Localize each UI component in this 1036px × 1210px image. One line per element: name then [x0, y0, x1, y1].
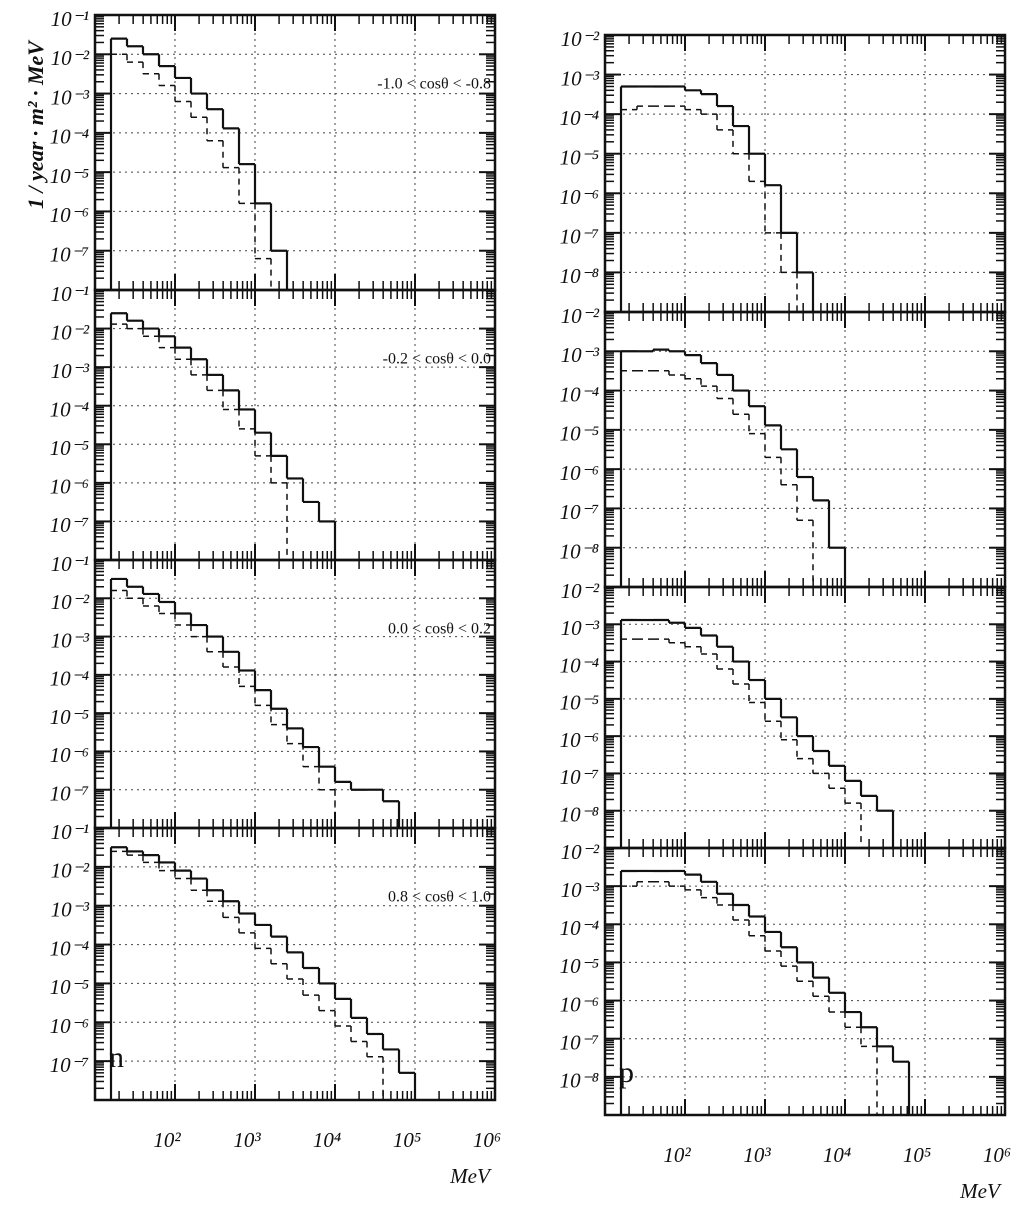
y-tick-label: 10⁻²: [51, 320, 90, 344]
panel-annotation: 0.8 < cosθ < 1.0: [388, 889, 491, 906]
x-tick-label: 10³: [743, 1143, 771, 1167]
plot-frame: [603, 310, 1007, 589]
plot-frame: [603, 33, 1007, 314]
y-tick-label: 10⁻⁷: [560, 225, 599, 249]
y-tick-label: 10⁻²: [561, 840, 600, 864]
y-tick-label: 10⁻⁵: [560, 146, 599, 170]
x-tick-label: 10⁵: [903, 1143, 931, 1167]
y-tick-label: 10⁻²: [51, 859, 90, 883]
y-tick-label: 10⁻¹: [51, 282, 89, 306]
y-tick-label: 10⁻⁶: [50, 203, 89, 227]
y-tick-label: 10⁻⁵: [50, 705, 89, 729]
y-axis-label: 1 / year · m² · MeV: [23, 39, 48, 209]
y-tick-label: 10⁻⁵: [50, 975, 89, 999]
y-tick-label: 10⁻³: [561, 343, 600, 367]
y-tick-label: 10⁻³: [561, 66, 600, 90]
y-tick-label: 10⁻⁷: [50, 1053, 89, 1077]
x-tick-label: 10⁶: [983, 1143, 1011, 1167]
y-tick-label: 10⁻¹: [51, 552, 89, 576]
y-tick-label: 10⁻⁸: [560, 540, 599, 564]
plot-frame: [603, 846, 1007, 1117]
x-axis-label: MeV: [449, 1164, 492, 1188]
y-tick-label: 10⁻⁴: [50, 398, 89, 422]
plot-frame: [93, 13, 497, 292]
plot-frame: [93, 826, 497, 1102]
panel-annotation: 0.0 < cosθ < 0.2: [388, 621, 491, 638]
x-tick-label: 10²: [153, 1128, 181, 1152]
x-tick-label: 10²: [663, 1143, 691, 1167]
y-tick-label: 10⁻⁷: [560, 765, 599, 789]
y-tick-label: 10⁻³: [51, 628, 90, 652]
y-tick-label: 10⁻⁸: [560, 264, 599, 288]
y-tick-label: 10⁻⁴: [50, 125, 89, 149]
panel-annotation: -1.0 < cosθ < -0.8: [377, 76, 491, 93]
plot-frame: [93, 558, 497, 830]
y-tick-label: 10⁻⁸: [560, 803, 599, 827]
plot-frame: [603, 585, 1007, 850]
y-tick-label: 10⁻⁶: [560, 728, 599, 752]
x-tick-label: 10⁴: [313, 1128, 341, 1152]
y-tick-label: 10⁻⁴: [560, 916, 599, 940]
y-tick-label: 10⁻⁴: [560, 106, 599, 130]
y-tick-label: 10⁻⁵: [50, 436, 89, 460]
y-tick-label: 10⁻¹: [51, 820, 89, 844]
y-tick-label: 10⁻³: [51, 359, 90, 383]
y-tick-label: 10⁻⁶: [560, 185, 599, 209]
y-tick-label: 10⁻⁵: [50, 164, 89, 188]
x-tick-label: 10³: [233, 1128, 261, 1152]
y-tick-label: 10⁻²: [51, 46, 90, 70]
x-tick-label: 10⁴: [823, 1143, 851, 1167]
y-tick-label: 10⁻³: [561, 616, 600, 640]
y-tick-label: 10⁻³: [51, 898, 90, 922]
y-tick-label: 10⁻³: [561, 878, 600, 902]
panel-annotation: -0.2 < cosθ < 0.0: [383, 351, 491, 368]
y-tick-label: 10⁻²: [561, 27, 600, 51]
y-tick-label: 10⁻⁴: [50, 667, 89, 691]
y-tick-label: 10⁻⁷: [50, 513, 89, 537]
y-tick-label: 10⁻⁶: [560, 461, 599, 485]
x-tick-label: 10⁵: [393, 1128, 421, 1152]
y-tick-label: 10⁻⁶: [50, 1014, 89, 1038]
y-tick-label: 10⁻²: [51, 590, 90, 614]
y-tick-label: 10⁻⁷: [50, 782, 89, 806]
y-tick-label: 10⁻⁷: [560, 500, 599, 524]
x-tick-label: 10⁶: [473, 1128, 501, 1152]
y-tick-label: 10⁻⁴: [50, 936, 89, 960]
y-tick-label: 10⁻⁶: [50, 743, 89, 767]
y-tick-label: 10⁻²: [561, 579, 600, 603]
y-tick-label: 10⁻⁷: [50, 243, 89, 267]
y-tick-label: 10⁻⁷: [560, 1031, 599, 1055]
y-tick-label: 10⁻⁶: [50, 475, 89, 499]
y-tick-label: 10⁻⁴: [560, 653, 599, 677]
y-tick-label: 10⁻⁵: [560, 954, 599, 978]
y-tick-label: 10⁻⁸: [560, 1069, 599, 1093]
panel-label: p: [619, 1056, 634, 1089]
x-axis-label: MeV: [959, 1179, 1002, 1203]
y-tick-label: 10⁻²: [561, 304, 600, 328]
plot-frame: [93, 288, 497, 562]
y-tick-label: 10⁻⁶: [560, 992, 599, 1016]
y-tick-label: 10⁻¹: [51, 7, 89, 31]
y-tick-label: 10⁻⁵: [560, 691, 599, 715]
y-tick-label: 10⁻⁵: [560, 422, 599, 446]
y-tick-label: 10⁻³: [51, 85, 90, 109]
panel-label: n: [109, 1041, 124, 1074]
y-tick-label: 10⁻⁴: [560, 382, 599, 406]
